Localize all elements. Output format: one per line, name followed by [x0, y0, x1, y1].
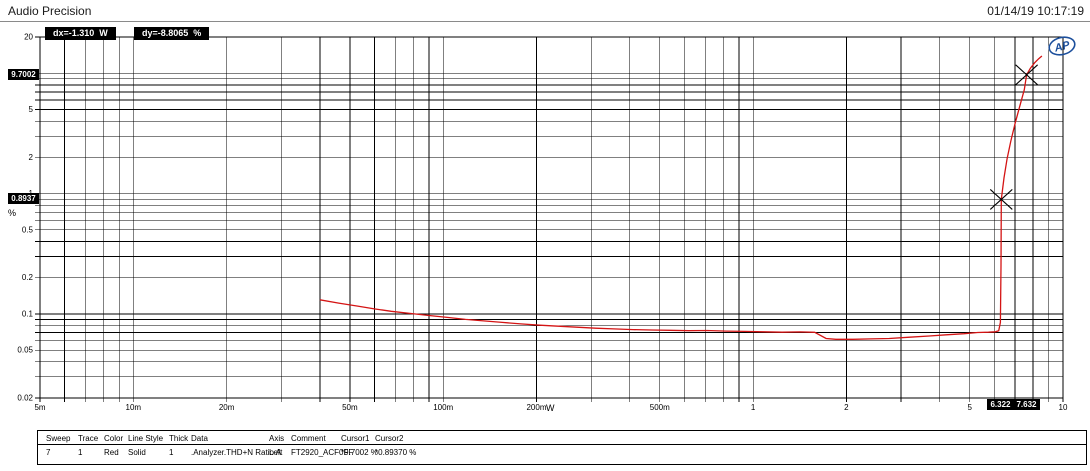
- thdn-vs-power-graph-panel: 5m10m20m50m100m200m500m12510205210.50.20…: [8, 27, 1076, 413]
- y-tick-label: 0.1: [22, 309, 34, 318]
- table-header-cell: Line Style: [128, 434, 164, 443]
- cursor2-marker[interactable]: [989, 189, 1013, 210]
- table-header-cell: Trace: [78, 434, 99, 443]
- cursor2-x-value-badge: 6.322: [987, 399, 1014, 410]
- sweep-legend-table: Sweep Trace Color Line Style Thick Data Axis Co…: [37, 430, 1087, 465]
- header-divider: [0, 21, 1090, 22]
- y-tick-label: 0.02: [17, 394, 33, 403]
- table-header-divider: [38, 444, 1086, 445]
- x-tick-label: 20m: [219, 403, 235, 412]
- x-tick-label: 1: [751, 403, 756, 412]
- app-title: Audio Precision: [8, 4, 92, 18]
- table-header-cell: Cursor2: [375, 434, 404, 443]
- ap-logo-text: AP: [1052, 39, 1071, 55]
- table-header-cell: Cursor1: [341, 434, 370, 443]
- cursor1-x-value-badge: 7.632: [1013, 399, 1040, 410]
- table-header-cell: Thick: [169, 434, 189, 443]
- cursor1-y-value-badge: 9.7002: [8, 69, 39, 80]
- x-axis-unit-label: W: [546, 403, 555, 413]
- y-tick-label: 2: [29, 153, 34, 162]
- table-header-cell: Color: [104, 434, 124, 443]
- table-cell: Red: [104, 448, 119, 457]
- x-tick-label: 5: [967, 403, 972, 412]
- x-tick-label: 10: [1059, 403, 1068, 412]
- y-axis-unit-label: %: [8, 208, 17, 218]
- cursor-dx-readout: dx=-1.310 W: [45, 27, 116, 40]
- y-tick-label: 0.5: [22, 225, 34, 234]
- table-cell: Left: [269, 448, 283, 457]
- y-tick-label: 5: [29, 105, 34, 114]
- thdn-trace: [319, 55, 1043, 340]
- table-header-cell: Sweep: [46, 434, 71, 443]
- table-cell: FT2920_ACF0FF: [291, 448, 354, 457]
- thdn-vs-power-chart: 5m10m20m50m100m200m500m12510205210.50.20…: [17, 33, 1068, 413]
- table-cell: 7: [46, 448, 51, 457]
- table-header-cell: Axis: [269, 434, 285, 443]
- x-tick-label: 100m: [433, 403, 453, 412]
- x-tick-label: 10m: [126, 403, 142, 412]
- table-cell: .Analyzer.THD+N Ratio A: [191, 448, 282, 457]
- x-tick-label: 50m: [342, 403, 358, 412]
- table-cell: 1: [169, 448, 174, 457]
- x-tick-label: 200m: [526, 403, 546, 412]
- y-tick-label: 20: [24, 33, 33, 42]
- table-header-cell: Comment: [291, 434, 326, 443]
- cursor-dy-readout: dy=-8.8065 %: [134, 27, 210, 40]
- table-cell: 1: [78, 448, 83, 457]
- timestamp: 01/14/19 10:17:19: [987, 4, 1084, 18]
- audio-precision-logo-icon: AP: [1048, 36, 1076, 56]
- table-cell: Solid: [128, 448, 146, 457]
- cursor2-y-value-badge: 0.8937: [8, 193, 39, 204]
- x-tick-label: 5m: [34, 403, 45, 412]
- y-tick-label: 0.2: [22, 273, 34, 282]
- x-tick-label: 2: [844, 403, 849, 412]
- cursor1-marker[interactable]: [1015, 64, 1038, 86]
- table-cell: *0.89370 %: [375, 448, 417, 457]
- table-cell: *9.7002 %: [341, 448, 378, 457]
- table-header-cell: Data: [191, 434, 208, 443]
- x-tick-label: 500m: [650, 403, 670, 412]
- y-tick-label: 0.05: [17, 346, 33, 355]
